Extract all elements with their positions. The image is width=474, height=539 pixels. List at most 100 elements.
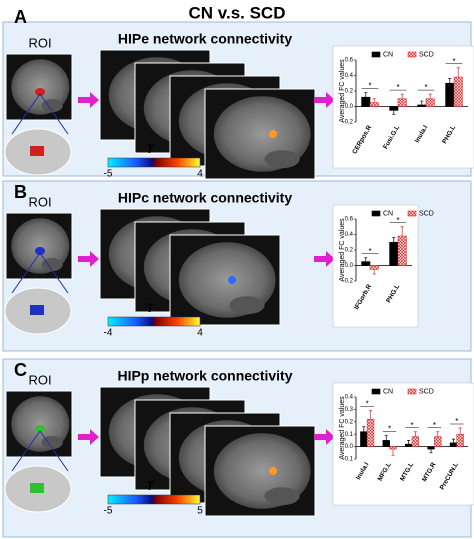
significance: * <box>410 421 413 430</box>
bar <box>361 96 371 107</box>
bar <box>397 98 407 107</box>
y-tick-label: 0.4 <box>345 232 354 238</box>
colorbar-label: T <box>146 479 155 493</box>
bar <box>382 440 390 447</box>
colorbar-max: 5 <box>197 506 203 517</box>
bar <box>389 106 399 111</box>
bar <box>360 431 368 447</box>
zoom-line <box>39 252 69 294</box>
roi-spot <box>35 425 45 433</box>
panel-label: A <box>14 7 27 27</box>
error-bar <box>428 93 432 99</box>
colorbar <box>107 494 201 505</box>
y-tick-label: 0.4 <box>345 73 354 79</box>
error-bar <box>429 449 433 454</box>
colorbar-max: 4 <box>197 328 203 339</box>
roi-brain-cerebellum <box>41 98 63 113</box>
y-axis-label: Averaged FC values <box>339 218 346 282</box>
roi-spot <box>35 247 45 255</box>
y-tick-label: 0.0 <box>345 263 354 269</box>
bar <box>361 261 371 266</box>
legend-swatch <box>407 51 417 58</box>
significance: * <box>368 247 371 256</box>
network-title: HIPc network connectivity <box>118 190 292 206</box>
significance: * <box>396 83 399 92</box>
y-tick-label: 0.6 <box>345 58 354 64</box>
significance: * <box>433 421 436 430</box>
legend-label: SCD <box>419 388 434 395</box>
significance: * <box>455 417 458 426</box>
activation <box>269 130 277 138</box>
y-axis-label: Averaged FC values <box>339 59 346 123</box>
error-bar <box>372 269 376 275</box>
error-bar <box>456 67 460 78</box>
bar <box>449 442 458 447</box>
error-bar <box>407 440 411 445</box>
y-tick-label: 0.4 <box>345 395 354 401</box>
roi-brain-cerebellum <box>41 435 63 450</box>
y-tick-label: -0.2 <box>343 279 354 285</box>
error-bar <box>400 226 404 237</box>
bar <box>366 419 375 447</box>
error-bar <box>420 100 424 105</box>
chart-bg <box>332 45 474 169</box>
significance: * <box>396 216 399 225</box>
y-tick-label: 0.6 <box>345 217 354 223</box>
significance: * <box>388 425 391 434</box>
bar <box>404 443 413 447</box>
y-tick-label: 0.0 <box>345 444 354 450</box>
colorbar-min: -4 <box>104 328 113 339</box>
zoom-spot <box>30 146 44 156</box>
significance: * <box>366 400 369 409</box>
activation <box>228 276 236 284</box>
y-tick-label: 0.2 <box>345 89 354 95</box>
y-tick-label: 0.3 <box>345 407 354 413</box>
colorbar-label: T <box>146 301 155 315</box>
colorbar-label: T <box>146 142 155 156</box>
zoom-line <box>39 430 69 472</box>
zoom-spot <box>30 483 44 493</box>
bar <box>445 82 455 107</box>
bar <box>369 265 379 270</box>
roi-label: ROI <box>28 194 51 209</box>
bar <box>397 235 407 266</box>
network-title: HIPp network connectivity <box>117 368 292 384</box>
brain-slice-cerebellum <box>229 296 265 315</box>
arrow <box>314 429 335 445</box>
y-tick-label: -0.2 <box>343 120 354 126</box>
roi-spot <box>35 88 45 96</box>
zoom-spot <box>30 305 44 315</box>
error-bar <box>392 237 396 243</box>
arrow <box>78 251 99 267</box>
legend-label: SCD <box>419 51 434 58</box>
roi-label: ROI <box>28 372 51 387</box>
error-bar <box>362 426 366 432</box>
bar <box>389 241 399 266</box>
legend-swatch <box>371 51 381 58</box>
y-tick-label: 0.0 <box>345 104 354 110</box>
bar <box>427 446 435 450</box>
zoom-line <box>11 430 41 472</box>
error-bar <box>391 449 395 456</box>
legend-swatch <box>371 210 381 217</box>
arrow <box>78 92 99 108</box>
legend-swatch <box>407 210 417 217</box>
error-bar <box>413 431 417 437</box>
bar <box>453 76 463 107</box>
error-bar <box>364 257 368 262</box>
legend-label: CN <box>383 388 393 395</box>
error-bar <box>436 431 440 437</box>
error-bar <box>448 78 452 84</box>
error-bar <box>384 435 388 441</box>
y-tick-label: 0.2 <box>345 248 354 254</box>
error-bar <box>369 410 373 420</box>
network-title: HIPe network connectivity <box>118 31 292 47</box>
error-bar <box>364 92 368 98</box>
error-bar <box>451 438 455 443</box>
legend-swatch <box>407 388 417 395</box>
y-tick-label: 0.1 <box>345 432 354 438</box>
colorbar-min: -5 <box>104 506 113 517</box>
brain-slice-cerebellum <box>264 150 300 169</box>
arrow <box>314 251 335 267</box>
